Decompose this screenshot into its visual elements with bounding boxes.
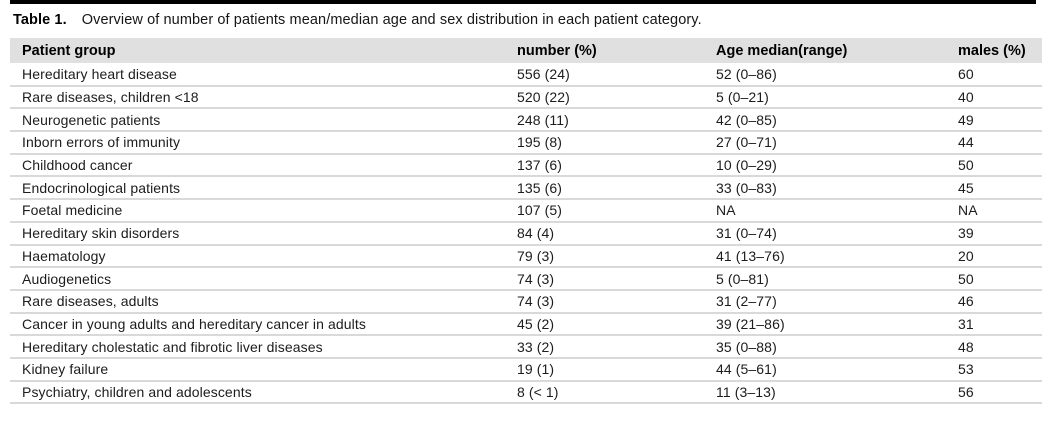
cell-number: 79 (3) xyxy=(517,244,716,269)
cell-age-median: 52 (0–86) xyxy=(716,63,958,87)
table-body: Hereditary heart disease 556 (24) 52 (0–86… xyxy=(10,63,1042,405)
cell-patient-group: Cancer in young adults and hereditary ca… xyxy=(10,312,517,337)
cell-patient-group: Hereditary cholestatic and fibrotic live… xyxy=(10,335,517,359)
cell-males: 39 xyxy=(958,221,1042,246)
cell-age-median: 31 (0–74) xyxy=(716,221,958,246)
cell-number: 137 (6) xyxy=(517,153,716,178)
table-row: Audiogenetics 74 (3) 5 (0–81) 50 xyxy=(10,267,1042,291)
cell-males: 50 xyxy=(958,153,1042,178)
cell-males: 49 xyxy=(958,108,1042,133)
cell-males: 44 xyxy=(958,131,1042,155)
cell-patient-group: Inborn errors of immunity xyxy=(10,131,517,155)
table-row: Rare diseases, adults 74 (3) 31 (2–77) 46 xyxy=(10,289,1042,314)
cell-patient-group: Childhood cancer xyxy=(10,153,517,178)
table-row: Neurogenetic patients 248 (11) 42 (0–85) 49 xyxy=(10,108,1042,133)
cell-patient-group: Rare diseases, children <18 xyxy=(10,85,517,110)
table-header: Patient group number (%) Age median(rang… xyxy=(10,38,1042,63)
cell-age-median: 42 (0–85) xyxy=(716,108,958,133)
table-row: Psychiatry, children and adolescents 8 (<… xyxy=(10,380,1042,405)
cell-patient-group: Foetal medicine xyxy=(10,199,517,223)
cell-patient-group: Neurogenetic patients xyxy=(10,108,517,133)
cell-age-median: 41 (13–76) xyxy=(716,244,958,269)
cell-age-median: 10 (0–29) xyxy=(716,153,958,178)
table-top-rule xyxy=(10,0,1036,4)
cell-number: 84 (4) xyxy=(517,221,716,246)
cell-number: 135 (6) xyxy=(517,176,716,201)
column-header-patient-group: Patient group xyxy=(10,38,517,63)
table-row: Rare diseases, children <18 520 (22) 5 (0–… xyxy=(10,85,1042,110)
cell-males: 40 xyxy=(958,85,1042,110)
cell-patient-group: Psychiatry, children and adolescents xyxy=(10,380,517,405)
cell-patient-group: Hereditary heart disease xyxy=(10,63,517,87)
cell-age-median: 39 (21–86) xyxy=(716,312,958,337)
table-row: Hereditary heart disease 556 (24) 52 (0–86… xyxy=(10,63,1042,87)
cell-age-median: 11 (3–13) xyxy=(716,380,958,405)
table-row: Kidney failure 19 (1) 44 (5–61) 53 xyxy=(10,357,1042,382)
cell-number: 520 (22) xyxy=(517,85,716,110)
column-header-males: males (%) xyxy=(958,38,1042,63)
cell-number: 107 (5) xyxy=(517,199,716,223)
cell-age-median: 31 (2–77) xyxy=(716,289,958,314)
table-row: Foetal medicine 107 (5) NA NA xyxy=(10,199,1042,223)
cell-number: 195 (8) xyxy=(517,131,716,155)
cell-males: 46 xyxy=(958,289,1042,314)
cell-males: 48 xyxy=(958,335,1042,359)
cell-age-median: 5 (0–81) xyxy=(716,267,958,291)
table-caption-label: Table 1. xyxy=(13,12,67,28)
table-header-row: Patient group number (%) Age median(rang… xyxy=(10,38,1042,63)
cell-males: 45 xyxy=(958,176,1042,201)
cell-number: 45 (2) xyxy=(517,312,716,337)
table-caption-text: Overview of number of patients mean/medi… xyxy=(81,12,702,28)
cell-males: 56 xyxy=(958,380,1042,405)
table-caption: Table 1. Overview of number of patients m… xyxy=(13,11,702,29)
cell-age-median: 27 (0–71) xyxy=(716,131,958,155)
cell-age-median: 44 (5–61) xyxy=(716,357,958,382)
cell-age-median: NA xyxy=(716,199,958,223)
cell-males: NA xyxy=(958,199,1042,223)
cell-number: 19 (1) xyxy=(517,357,716,382)
table-row: Inborn errors of immunity 195 (8) 27 (0–71… xyxy=(10,131,1042,155)
cell-number: 556 (24) xyxy=(517,63,716,87)
table-row: Childhood cancer 137 (6) 10 (0–29) 50 xyxy=(10,153,1042,178)
table-row: Cancer in young adults and hereditary ca… xyxy=(10,312,1042,337)
cell-males: 50 xyxy=(958,267,1042,291)
cell-males: 60 xyxy=(958,63,1042,87)
cell-number: 33 (2) xyxy=(517,335,716,359)
cell-patient-group: Kidney failure xyxy=(10,357,517,382)
cell-patient-group: Endocrinological patients xyxy=(10,176,517,201)
cell-number: 8 (< 1) xyxy=(517,380,716,405)
cell-males: 20 xyxy=(958,244,1042,269)
table-row: Hereditary cholestatic and fibrotic live… xyxy=(10,335,1042,359)
patient-category-table: Patient group number (%) Age median(rang… xyxy=(10,38,1042,405)
cell-age-median: 5 (0–21) xyxy=(716,85,958,110)
cell-patient-group: Audiogenetics xyxy=(10,267,517,291)
column-header-number: number (%) xyxy=(517,38,716,63)
cell-number: 74 (3) xyxy=(517,289,716,314)
table-row: Haematology 79 (3) 41 (13–76) 20 xyxy=(10,244,1042,269)
cell-age-median: 33 (0–83) xyxy=(716,176,958,201)
cell-males: 53 xyxy=(958,357,1042,382)
cell-males: 31 xyxy=(958,312,1042,337)
column-header-age-median: Age median(range) xyxy=(716,38,958,63)
table-row: Endocrinological patients 135 (6) 33 (0–83… xyxy=(10,176,1042,201)
cell-number: 248 (11) xyxy=(517,108,716,133)
cell-patient-group: Rare diseases, adults xyxy=(10,289,517,314)
cell-number: 74 (3) xyxy=(517,267,716,291)
cell-patient-group: Hereditary skin disorders xyxy=(10,221,517,246)
table-row: Hereditary skin disorders 84 (4) 31 (0–74)… xyxy=(10,221,1042,246)
cell-age-median: 35 (0–88) xyxy=(716,335,958,359)
cell-patient-group: Haematology xyxy=(10,244,517,269)
